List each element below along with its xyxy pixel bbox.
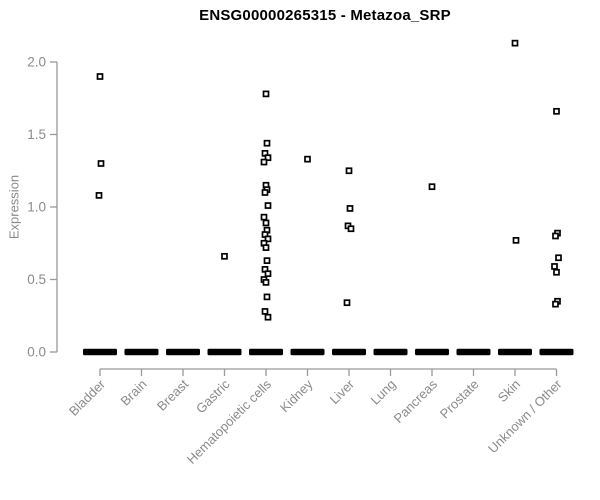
- data-point: [511, 39, 519, 47]
- x-tick-label: Bladder: [66, 376, 109, 419]
- data-point: [346, 205, 354, 212]
- x-tick-label: Gastric: [193, 376, 233, 416]
- x-tick-label: Unknown / Other: [485, 376, 565, 456]
- data-point: [553, 107, 560, 115]
- y-tick-label: 0.5: [27, 272, 46, 287]
- data-point: [551, 263, 558, 270]
- zero-cluster-bar: [290, 348, 325, 356]
- y-tick-label: 0.0: [27, 345, 46, 360]
- x-tick-label: Pancreas: [391, 376, 441, 426]
- data-point: [428, 183, 436, 191]
- zero-cluster-bar: [456, 348, 491, 356]
- data-point: [264, 270, 272, 278]
- data-point: [96, 73, 104, 80]
- data-point: [552, 300, 559, 308]
- data-point: [262, 244, 270, 251]
- data-point: [512, 237, 520, 244]
- data-point: [263, 257, 271, 264]
- zero-cluster-bar: [373, 348, 408, 356]
- x-tick-label: Liver: [327, 376, 358, 407]
- x-tick-label: Skin: [495, 377, 523, 405]
- data-point: [347, 225, 355, 233]
- data-point: [553, 268, 560, 276]
- data-point: [262, 279, 270, 286]
- data-point: [95, 192, 103, 199]
- x-tick-label: Prostate: [437, 377, 482, 422]
- data-point: [304, 155, 311, 163]
- zero-cluster-bar: [83, 348, 117, 356]
- data-point: [264, 154, 272, 162]
- data-point: [555, 254, 562, 262]
- data-point: [264, 313, 272, 321]
- zero-cluster-bar: [207, 348, 242, 356]
- data-point: [264, 202, 272, 209]
- x-tick-label: Lung: [368, 377, 399, 408]
- y-axis-label: Expression: [6, 174, 22, 240]
- data-point: [263, 139, 271, 147]
- y-tick-label: 1.0: [27, 200, 46, 215]
- x-tick-label: Breast: [154, 376, 191, 413]
- zero-cluster-bar: [124, 348, 159, 356]
- data-point: [263, 293, 271, 301]
- y-tick-label: 1.5: [27, 127, 46, 142]
- chart-title: ENSG00000265315 - Metazoa_SRP: [199, 7, 451, 24]
- data-point: [262, 90, 270, 98]
- zero-cluster-bar: [332, 348, 366, 356]
- data-point: [343, 299, 351, 307]
- data-point: [260, 213, 268, 221]
- data-point: [262, 219, 270, 227]
- data-point: [264, 235, 272, 243]
- x-tick-label: Brain: [118, 377, 150, 409]
- zero-cluster-bar: [539, 348, 574, 356]
- data-point: [261, 308, 269, 315]
- zero-cluster-bar: [166, 348, 200, 356]
- data-point: [345, 167, 353, 175]
- zero-cluster-bar: [249, 348, 283, 356]
- data-point: [221, 252, 228, 260]
- data-point: [261, 189, 269, 196]
- x-tick-label: Kidney: [277, 376, 316, 415]
- zero-cluster-bar: [415, 348, 449, 356]
- y-tick-label: 2.0: [27, 55, 46, 70]
- data-point: [552, 232, 559, 240]
- data-point: [97, 160, 105, 167]
- zero-cluster-bar: [498, 348, 532, 356]
- data-point: [260, 158, 268, 166]
